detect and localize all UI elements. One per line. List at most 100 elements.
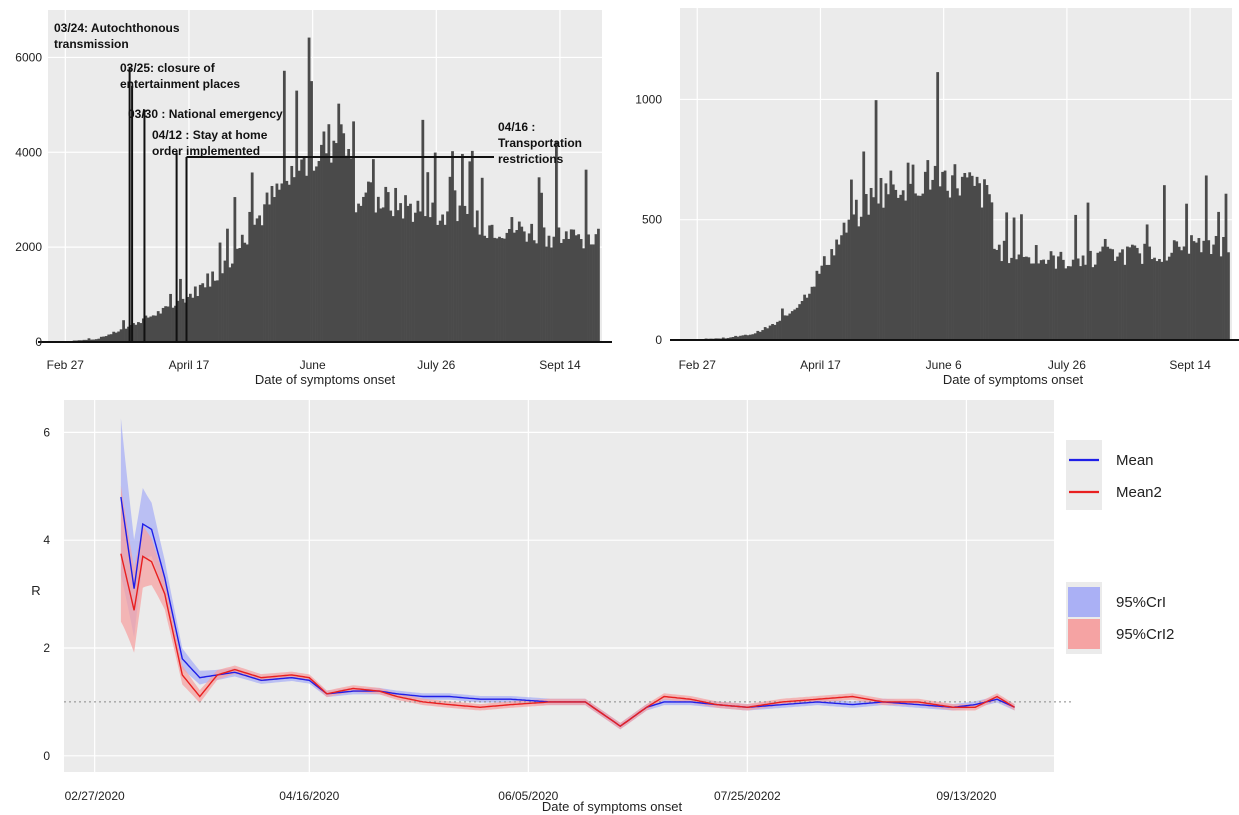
histogram-bar: [127, 326, 130, 342]
histogram-bar: [297, 170, 301, 342]
histogram-bar: [416, 200, 420, 342]
histogram-bar: [300, 159, 304, 342]
histogram-bar: [891, 184, 895, 340]
histogram-bar: [985, 185, 989, 340]
x-tick-label: 06/05/2020: [498, 789, 558, 803]
histogram-bar: [1071, 259, 1075, 340]
annotation-text: 03/30 : National emergency: [128, 107, 283, 121]
histogram-bar: [1044, 263, 1048, 340]
histogram-bar: [587, 234, 590, 342]
histogram-bar: [505, 232, 509, 342]
histogram-bar: [327, 124, 331, 342]
histogram-bar: [451, 151, 454, 342]
x-axis-label: Date of symptoms onset: [255, 372, 396, 387]
histogram-bar: [342, 133, 346, 342]
histogram-bar: [857, 226, 861, 340]
histogram-bar: [803, 294, 806, 340]
histogram-bars: [38, 37, 612, 343]
histogram-bar: [1197, 238, 1201, 340]
histogram-bar: [557, 227, 561, 342]
y-tick-label: 500: [642, 213, 662, 227]
histogram-bar: [815, 270, 819, 340]
histogram-bar: [850, 179, 853, 340]
histogram-bar: [181, 298, 185, 342]
histogram-bar: [1079, 266, 1082, 340]
histogram-bar: [1175, 241, 1179, 340]
histogram-bar: [545, 246, 548, 342]
histogram-bar: [1227, 252, 1230, 340]
histogram-bar: [921, 193, 925, 340]
histogram-bar: [1039, 260, 1043, 340]
histogram-bar: [926, 160, 930, 340]
histogram-bar: [852, 214, 856, 340]
legend: Mean Mean2 95%CrI 95%CrI2: [1066, 440, 1174, 654]
histogram-bar: [332, 140, 336, 342]
x-tick-label: 07/25/20202: [714, 789, 781, 803]
x-tick-label: June 6: [926, 358, 962, 372]
histogram-bar: [1047, 259, 1050, 340]
x-tick-label: 02/27/2020: [65, 789, 125, 803]
histogram-bar: [508, 228, 511, 342]
histogram-bar: [810, 286, 814, 340]
histogram-bar: [216, 280, 219, 342]
histogram-bar: [369, 182, 373, 342]
histogram-bar: [877, 203, 880, 340]
histogram-bar: [1034, 245, 1038, 340]
x-tick-label: Feb 27: [47, 358, 85, 372]
histogram-bar: [201, 283, 205, 342]
histogram-bar: [537, 177, 541, 342]
y-tick-label: 1000: [635, 92, 662, 106]
histogram-bar: [483, 235, 487, 342]
histogram-bar: [582, 248, 585, 342]
x-axis-label: Date of symptoms onset: [943, 372, 1084, 387]
legend-key-background: [1066, 440, 1102, 510]
histogram-bar: [206, 273, 210, 342]
histogram-bar: [265, 192, 269, 342]
histogram-bar: [470, 150, 474, 342]
histogram-bar: [1086, 202, 1090, 340]
histogram-bar: [159, 313, 163, 342]
annotation-text: order implemented: [152, 144, 260, 158]
histogram-bar: [771, 323, 774, 340]
histogram-bar: [1061, 259, 1065, 340]
histogram-bar: [151, 315, 155, 342]
histogram-bar: [963, 172, 967, 340]
histogram-bar: [423, 216, 427, 342]
x-tick-labels: Feb 27 April 17 June 6 July 26 Sept 14: [679, 358, 1212, 372]
histogram-bar: [233, 197, 237, 342]
histogram-bar: [211, 271, 215, 342]
histogram-bars: [670, 72, 1239, 341]
histogram-bar: [1204, 175, 1208, 340]
histogram-bar: [112, 331, 116, 342]
y-axis-label: R: [31, 583, 40, 598]
histogram-bar: [260, 225, 264, 342]
histogram-bar: [510, 217, 514, 342]
histogram-bar: [790, 311, 794, 340]
histogram-bar: [169, 293, 172, 342]
histogram-bar: [882, 207, 885, 340]
histogram-bar: [763, 327, 767, 340]
histogram-bar: [1103, 238, 1107, 340]
histogram-bar: [1091, 267, 1095, 340]
histogram-bar: [1074, 214, 1078, 340]
histogram-bar: [243, 242, 247, 342]
legend-swatch: [1068, 587, 1100, 617]
annotation-text: entertainment places: [120, 77, 240, 91]
histogram-bar: [805, 297, 809, 340]
histogram-bar: [835, 239, 839, 340]
y-tick-label: 6000: [15, 50, 42, 64]
legend-swatch: [1068, 619, 1100, 649]
histogram-bar: [352, 121, 355, 342]
histogram-bar: [1042, 259, 1046, 340]
histogram-bar: [550, 247, 553, 342]
histogram-bar: [184, 302, 187, 342]
histogram-bar: [933, 165, 937, 340]
histogram-bar: [872, 197, 875, 340]
histogram-bar: [99, 336, 103, 342]
histogram-bar: [1180, 250, 1184, 340]
x-tick-label: July 26: [417, 358, 455, 372]
histogram-bar: [1027, 257, 1031, 340]
histogram-bar: [391, 216, 395, 342]
histogram-bar: [414, 212, 417, 342]
